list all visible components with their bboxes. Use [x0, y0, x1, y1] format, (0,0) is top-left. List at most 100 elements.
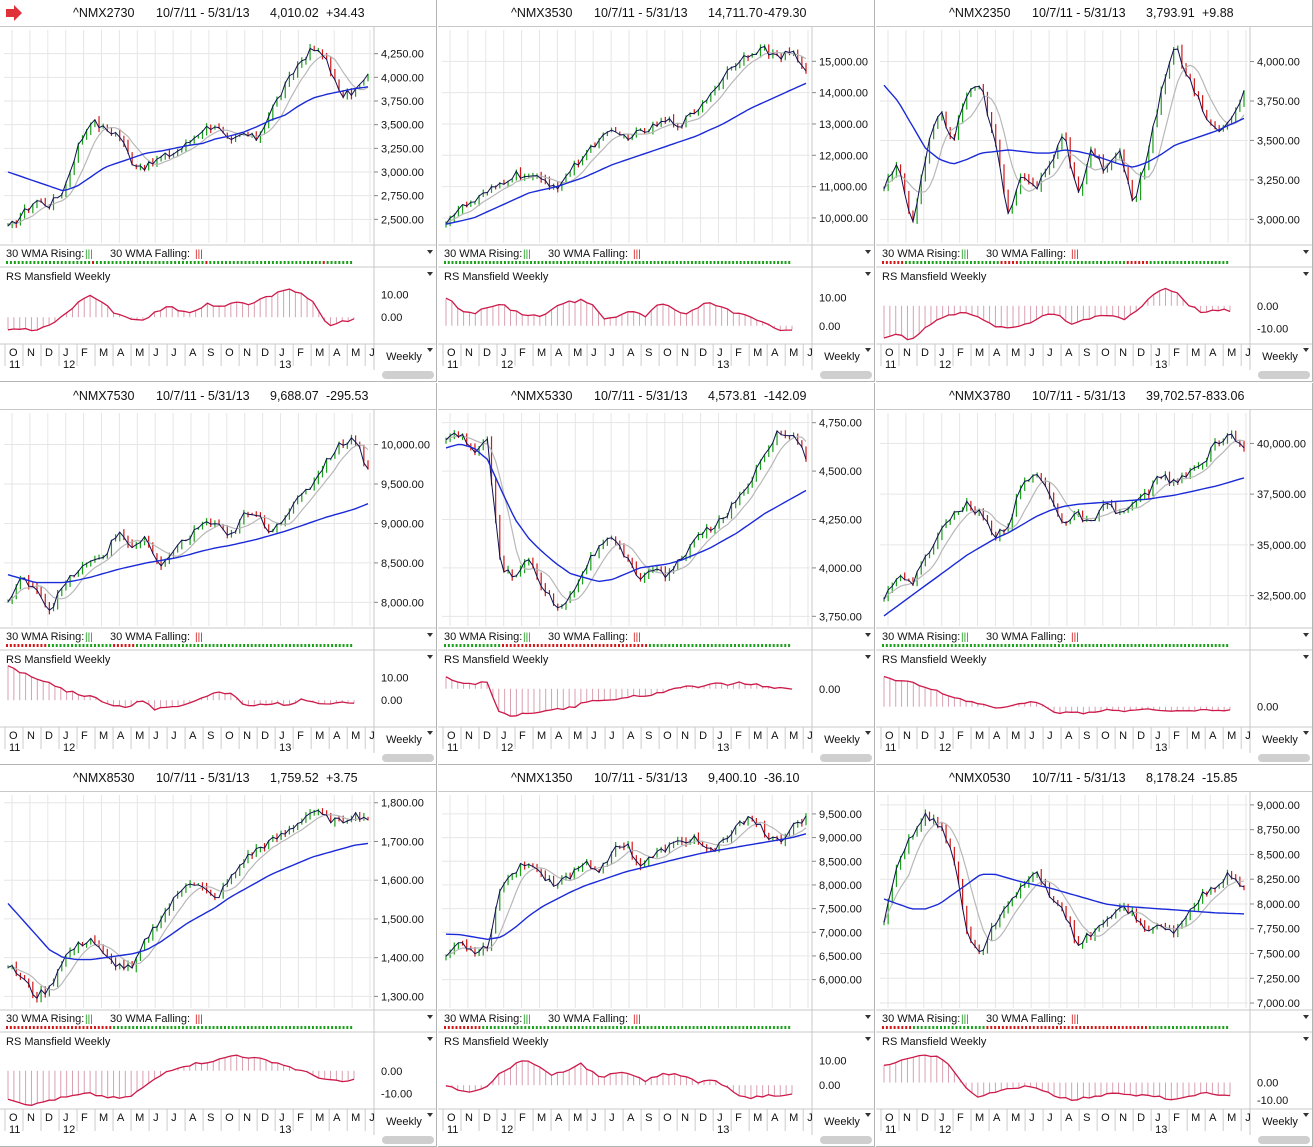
month-axis: O N D J F M A M J J A S O N D J F M A M J11 12 13	[880, 727, 1251, 754]
month-label: M	[315, 1112, 324, 1124]
trend-dot	[1157, 644, 1160, 647]
trend-dot	[37, 261, 40, 264]
trend-dot	[909, 1026, 912, 1029]
month-label: N	[681, 730, 689, 742]
horizontal-scrollbar[interactable]	[1258, 1136, 1310, 1144]
dropdown-icon[interactable]	[865, 731, 871, 735]
dropdown-icon[interactable]	[865, 348, 871, 352]
trend-dot	[9, 261, 12, 264]
dropdown-icon[interactable]	[1303, 1015, 1309, 1019]
period-selector[interactable]: Weekly	[386, 1116, 422, 1128]
dropdown-icon[interactable]	[1303, 731, 1309, 735]
horizontal-scrollbar[interactable]	[1258, 371, 1310, 379]
dropdown-icon[interactable]	[427, 1037, 433, 1041]
dropdown-icon[interactable]	[427, 1113, 433, 1117]
trend-dot	[227, 644, 230, 647]
month-label: O	[885, 730, 894, 742]
dropdown-icon[interactable]	[865, 1015, 871, 1019]
period-selector[interactable]: Weekly	[1262, 351, 1298, 363]
chart-panel-nmx2730[interactable]: ^NMX2730 10/7/11 - 5/31/13 4,010.02 +34.43 2…	[0, 0, 437, 382]
trend-dot	[537, 261, 540, 264]
period-selector[interactable]: Weekly	[824, 351, 860, 363]
horizontal-scrollbar[interactable]	[1258, 754, 1310, 762]
chart-panel-nmx1350[interactable]: ^NMX1350 10/7/11 - 5/31/13 9,400.10 -36.10 6…	[438, 765, 875, 1147]
dropdown-icon[interactable]	[1303, 655, 1309, 659]
trend-dot	[532, 644, 535, 647]
ticker-symbol: ^NMX2730	[73, 6, 135, 20]
chart-panel-nmx3530[interactable]: ^NMX3530 10/7/11 - 5/31/13 14,711.70 -479.3…	[438, 0, 875, 382]
period-selector[interactable]: Weekly	[824, 734, 860, 746]
horizontal-scrollbar[interactable]	[382, 371, 434, 379]
dropdown-icon[interactable]	[865, 250, 871, 254]
price-change: +3.75	[326, 771, 358, 785]
dropdown-icon[interactable]	[1303, 1037, 1309, 1041]
month-label: N	[465, 730, 473, 742]
dropdown-icon[interactable]	[1303, 633, 1309, 637]
chart-header: ^NMX5330 10/7/11 - 5/31/13 4,573.81 -142.09	[438, 383, 874, 410]
trend-dot	[692, 1026, 695, 1029]
dropdown-icon[interactable]	[1303, 250, 1309, 254]
month-axis: O N D J F M A M J J A S O N D J F M A M J11 12 13	[442, 727, 813, 754]
trend-dot	[582, 261, 585, 264]
trend-dot	[522, 261, 525, 264]
chart-panel-nmx7530[interactable]: ^NMX7530 10/7/11 - 5/31/13 9,688.07 -295.53…	[0, 383, 437, 765]
trend-dot	[1119, 261, 1122, 264]
period-selector[interactable]: Weekly	[1262, 734, 1298, 746]
trend-dot	[258, 644, 261, 647]
dropdown-icon[interactable]	[427, 1015, 433, 1019]
red-arrow-icon[interactable]	[4, 3, 28, 23]
trend-dot	[665, 1026, 668, 1029]
chart-panel-nmx2350[interactable]: ^NMX2350 10/7/11 - 5/31/13 3,793.91 +9.88 3,…	[876, 0, 1313, 382]
trend-dot	[648, 644, 651, 647]
ticker-symbol: ^NMX3530	[511, 6, 573, 20]
dropdown-icon[interactable]	[865, 272, 871, 276]
dropdown-icon[interactable]	[427, 272, 433, 276]
dropdown-icon[interactable]	[427, 655, 433, 659]
horizontal-scrollbar[interactable]	[382, 754, 434, 762]
month-label: A	[1209, 1112, 1217, 1124]
trend-dot	[973, 261, 976, 264]
horizontal-scrollbar[interactable]	[820, 1136, 872, 1144]
dropdown-icon[interactable]	[1303, 272, 1309, 276]
trend-dot	[1134, 644, 1137, 647]
dropdown-icon[interactable]	[865, 655, 871, 659]
y-tick-label: 10,000.00	[381, 440, 430, 452]
chart-panel-nmx5330[interactable]: ^NMX5330 10/7/11 - 5/31/13 4,573.81 -142.09…	[438, 383, 875, 765]
trend-dot	[765, 261, 768, 264]
month-axis: O N D J F M A M J J A S O N D J F M A M J11 12 13	[880, 1109, 1251, 1136]
trend-dot	[451, 1026, 454, 1029]
period-selector[interactable]: Weekly	[1262, 1116, 1298, 1128]
trend-dot	[558, 1026, 561, 1029]
year-label: 11	[885, 359, 896, 371]
horizontal-scrollbar[interactable]	[820, 754, 872, 762]
trend-dot	[977, 261, 980, 264]
dropdown-icon[interactable]	[865, 633, 871, 637]
trend-dot	[735, 261, 738, 264]
horizontal-scrollbar[interactable]	[382, 1136, 434, 1144]
month-label: A	[333, 1112, 341, 1124]
chart-panel-nmx8530[interactable]: ^NMX8530 10/7/11 - 5/31/13 1,759.52 +3.75 1,…	[0, 765, 437, 1147]
rs-tick-label: 10.00	[819, 1055, 847, 1067]
dropdown-icon[interactable]	[427, 731, 433, 735]
dropdown-icon[interactable]	[1303, 1113, 1309, 1117]
price-change: +9.88	[1202, 6, 1234, 20]
chart-panel-nmx3780[interactable]: ^NMX3780 10/7/11 - 5/31/13 39,702.57 -833.0…	[876, 383, 1313, 765]
dropdown-icon[interactable]	[427, 250, 433, 254]
period-selector[interactable]: Weekly	[386, 734, 422, 746]
trend-dot	[1110, 1026, 1113, 1029]
trend-dot	[1222, 261, 1225, 264]
dropdown-icon[interactable]	[427, 633, 433, 637]
dropdown-icon[interactable]	[1303, 348, 1309, 352]
date-range: 10/7/11 - 5/31/13	[156, 6, 250, 20]
trend-dot	[1187, 1026, 1190, 1029]
dropdown-icon[interactable]	[865, 1113, 871, 1117]
chart-panel-nmx0530[interactable]: ^NMX0530 10/7/11 - 5/31/13 8,178.24 -15.85 7…	[876, 765, 1313, 1147]
dropdown-icon[interactable]	[865, 1037, 871, 1041]
month-label: J	[1029, 730, 1035, 742]
trend-dot	[201, 1026, 204, 1029]
trend-dot	[653, 261, 656, 264]
dropdown-icon[interactable]	[427, 348, 433, 352]
horizontal-scrollbar[interactable]	[820, 371, 872, 379]
period-selector[interactable]: Weekly	[386, 351, 422, 363]
period-selector[interactable]: Weekly	[824, 1116, 860, 1128]
